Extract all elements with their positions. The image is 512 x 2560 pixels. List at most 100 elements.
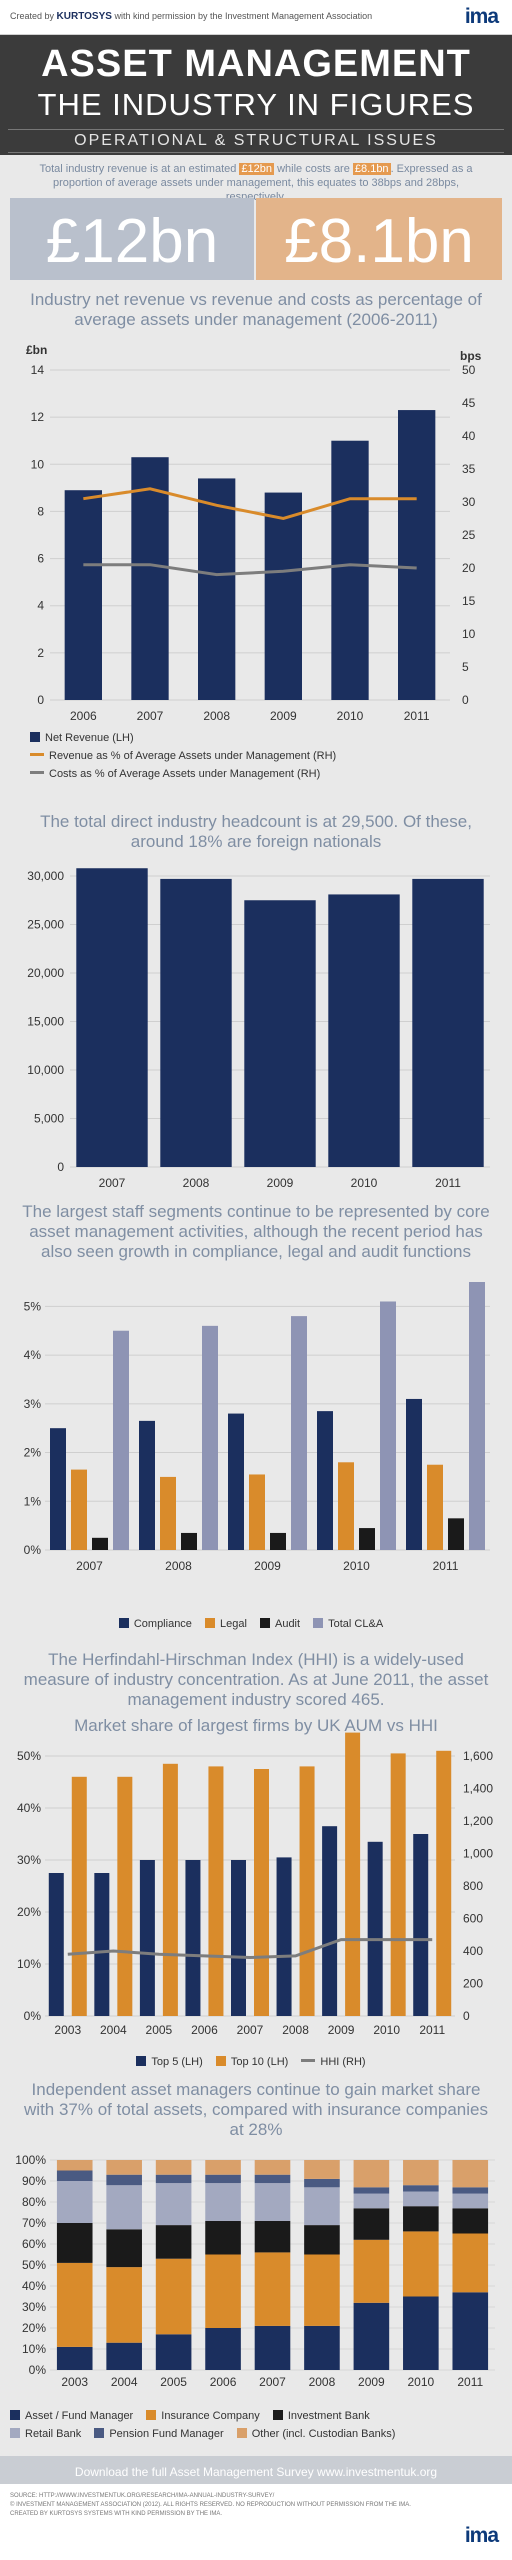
- pension-segment: [353, 2187, 390, 2194]
- retail-bank-segment: [403, 2191, 439, 2207]
- legend-total-cla: Total CL&A: [328, 1618, 384, 1630]
- retail-bank-segment: [106, 2185, 142, 2230]
- retail-bank-segment: [452, 2193, 489, 2209]
- net-revenue-bar: [131, 457, 169, 700]
- pension-segment: [155, 2174, 192, 2184]
- y-tick-label: 2: [37, 646, 44, 660]
- top5-bar: [413, 1834, 429, 2016]
- chart3-legend: Compliance Legal Audit Total CL&A: [0, 1618, 512, 1630]
- y-tick-label: 30%: [22, 2300, 46, 2314]
- y2-tick-label: 1,400: [463, 1782, 493, 1796]
- chart4-market-share: 0% 10% 20% 30% 40% 50% 0 200 400 600 800 1,000 1,200…: [17, 1732, 493, 2037]
- hhi-text: The Herfindahl-Hirschman Index (HHI) is …: [23, 1650, 489, 1709]
- legal-bar: [427, 1464, 443, 1550]
- pension-segment: [56, 2170, 93, 2181]
- x-tick-label: 2011: [404, 709, 430, 723]
- investment-bank-segment: [452, 2208, 489, 2234]
- pension-segment: [452, 2187, 489, 2194]
- chart3-title: The largest staff segments continue to b…: [22, 1202, 490, 1261]
- y-tick-label: 40%: [17, 1801, 41, 1815]
- copyright-line: © INVESTMENT MANAGEMENT ASSOCIATION (201…: [10, 2502, 411, 2508]
- x-tick-label: 2008: [309, 2375, 336, 2389]
- net-revenue-bar: [198, 478, 236, 700]
- total-cla-bar: [469, 1282, 485, 1550]
- legend-top10: Top 10 (LH): [230, 2056, 289, 2068]
- x-tick-label: 2009: [254, 1559, 281, 1573]
- legend-legal: Legal: [220, 1618, 247, 1630]
- x-tick-label: 2011: [419, 2023, 445, 2037]
- top5-bar: [94, 1873, 110, 2016]
- x-tick-label: 2006: [210, 2375, 237, 2389]
- x-tick-label: 2007: [237, 2023, 264, 2037]
- revenue-box: £12bn: [10, 198, 254, 280]
- other-segment: [452, 2160, 489, 2188]
- compliance-bar: [139, 1420, 155, 1550]
- legend-swatch: [313, 1618, 324, 1628]
- other-segment: [403, 2160, 439, 2186]
- y-tick-label: 0: [37, 693, 44, 707]
- download-bar: [0, 2456, 512, 2484]
- total-cla-bar: [202, 1325, 218, 1550]
- legend-swatch: [236, 2428, 247, 2438]
- intro-text: Total industry revenue is at an estimate…: [24, 162, 488, 204]
- y-tick-label: 0%: [24, 1543, 42, 1557]
- legend-swatch: [30, 753, 44, 756]
- x-tick-label: 2008: [203, 709, 230, 723]
- legend-swatch: [215, 2056, 226, 2066]
- investment-bank-segment: [205, 2220, 241, 2255]
- chart1-revenue-costs: £bn bps 0 2 4 6 8 10 12 14 0 5 10 15 20 25 30 35 40 45 50 200…: [26, 343, 482, 723]
- top5-bar: [185, 1860, 201, 2016]
- x-tick-label: 2004: [111, 2375, 138, 2389]
- x-tick-label: 2009: [267, 1176, 294, 1190]
- insurance-segment: [106, 2267, 142, 2343]
- chart4-title: Market share of largest firms by UK AUM …: [74, 1716, 438, 1735]
- y-tick-label: 15,000: [27, 1015, 64, 1029]
- net-revenue-bar: [331, 440, 369, 700]
- y-tick-label: 10: [31, 457, 45, 471]
- compliance-bar: [228, 1413, 244, 1550]
- y-tick-label: 8: [37, 504, 44, 518]
- intro-part: while costs are: [274, 163, 353, 175]
- headcount-bar: [328, 894, 400, 1167]
- x-tick-label: 2010: [351, 1176, 378, 1190]
- investment-bank-segment: [155, 2225, 192, 2259]
- x-tick-label: 2007: [137, 709, 164, 723]
- legend-swatch: [118, 1618, 129, 1628]
- x-tick-label: 2007: [99, 1176, 126, 1190]
- y-tick-label: 20%: [22, 2321, 46, 2335]
- x-tick-label: 2011: [457, 2375, 483, 2389]
- investment-bank-segment: [403, 2206, 439, 2232]
- asset-fund-segment: [155, 2334, 192, 2370]
- created-line: CREATED BY KURTOSYS SYSTEMS WITH KIND PE…: [10, 2511, 223, 2517]
- intro-part: . Expressed as a proportion of average a…: [52, 163, 473, 203]
- retail-bank-segment: [205, 2183, 241, 2221]
- chart4-legend: Top 5 (LH) Top 10 (LH) HHI (RH): [0, 2056, 512, 2068]
- insurance-segment: [304, 2254, 340, 2326]
- download-link[interactable]: Download the full Asset Management Surve…: [74, 2465, 438, 2479]
- x-tick-label: 2008: [282, 2023, 309, 2037]
- y-tick-label: 0: [57, 1160, 64, 1174]
- audit-bar: [181, 1532, 197, 1550]
- investment-bank-segment: [353, 2208, 390, 2240]
- legal-bar: [249, 1474, 265, 1550]
- other-segment: [304, 2160, 340, 2179]
- source-notes: SOURCE: HTTP://WWW.INVESTMENTUK.ORG/RESE…: [10, 2492, 440, 2519]
- y-tick-label: 25,000: [27, 918, 64, 932]
- legend-swatch: [94, 2428, 105, 2438]
- x-tick-label: 2011: [435, 1176, 461, 1190]
- y-tick-label: 0%: [24, 2009, 42, 2023]
- compliance-bar: [50, 1428, 66, 1550]
- retail-bank-segment: [56, 2181, 93, 2223]
- x-tick-label: 2010: [337, 709, 364, 723]
- y2-tick-label: 800: [463, 1879, 483, 1893]
- total-cla-bar: [291, 1316, 307, 1550]
- permission-text: with kind permission by the Investment M…: [114, 11, 373, 21]
- headcount-bar: [244, 900, 316, 1167]
- y-tick-label: 50%: [17, 1749, 41, 1763]
- asset-fund-segment: [254, 2325, 291, 2370]
- legal-bar: [71, 1469, 87, 1550]
- compliance-bar: [406, 1398, 422, 1550]
- y-tick-label: 10%: [22, 2342, 46, 2356]
- top-bar: Created by KURTOSYS with kind permission…: [0, 0, 512, 35]
